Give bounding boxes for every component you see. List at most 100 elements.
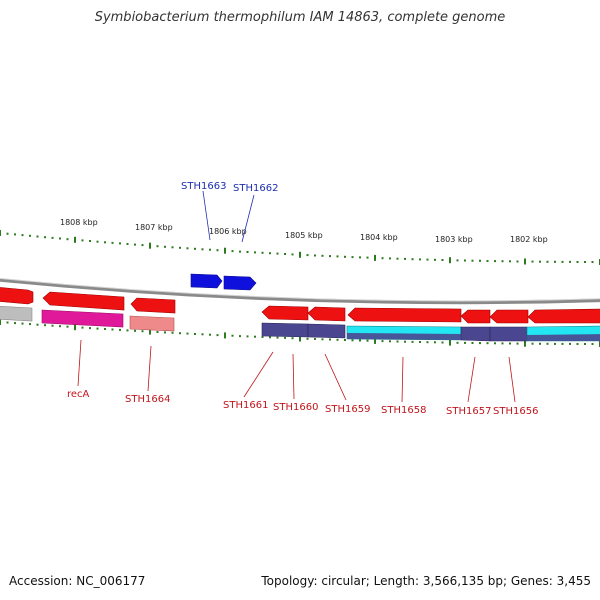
minor-tick [66,325,69,328]
minor-tick [6,321,9,324]
minor-tick [554,342,556,345]
minor-tick [269,252,271,255]
feature-block-sth1660 [307,323,346,339]
minor-tick [216,249,219,252]
minor-tick [411,258,414,261]
minor-tick [576,261,579,263]
minor-tick [434,341,436,344]
leader-line-sth1659 [324,353,347,401]
gene-label-sth1656[interactable]: STH1656 [493,406,538,417]
minor-tick [381,257,384,260]
leader-line-sth1658 [401,356,404,403]
gene-arrow-sth1658 [347,307,462,323]
minor-tick [546,260,549,263]
minor-tick [539,342,541,345]
kbp-label: 1805 kbp [285,231,323,240]
major-tick [224,247,226,254]
minor-tick [359,256,361,259]
gene-label-sth1660[interactable]: STH1660 [273,402,318,413]
minor-tick [314,254,316,257]
gene-label-sth1657[interactable]: STH1657 [446,406,491,417]
minor-tick [576,343,579,345]
feature-band-navy [347,333,461,340]
minor-tick [164,245,166,248]
minor-tick [254,251,256,254]
gene-label-sth1661[interactable]: STH1661 [223,400,268,411]
minor-tick [119,242,121,245]
minor-tick [186,332,189,335]
minor-tick [119,328,121,331]
minor-tick [21,234,24,237]
minor-tick [561,342,564,345]
minor-tick [156,245,159,248]
minor-tick [351,339,354,342]
feature-block-gray [0,305,33,322]
minor-tick [456,259,459,262]
genome-summary-label: Topology: circular; Length: 3,566,135 bp… [261,574,591,588]
gene-arrow-reca [42,291,125,311]
minor-tick [44,236,46,239]
minor-tick [441,341,444,344]
minor-tick [569,260,571,263]
minor-tick [516,342,519,345]
gene-label-sth1658[interactable]: STH1658 [381,405,426,416]
minor-tick [246,335,249,338]
minor-tick [89,327,91,330]
gene-label-reca[interactable]: recA [67,389,90,400]
minor-tick [209,248,211,251]
gene-label-sth1663[interactable]: STH1663 [181,181,226,192]
kbp-label: 1802 kbp [510,235,548,244]
minor-tick [389,257,391,260]
tick-track-top [0,230,600,265]
minor-tick [284,336,286,339]
minor-tick [111,241,114,244]
minor-tick [231,250,234,253]
minor-tick [29,323,31,326]
minor-tick [464,341,466,344]
kbp-label: 1806 kbp [209,227,247,236]
gene-label-sth1659[interactable]: STH1659 [325,404,370,415]
feature-block-reca [41,309,124,328]
minor-tick [29,234,31,237]
minor-tick [134,329,136,332]
minor-tick [261,336,264,338]
minor-tick [276,252,279,255]
minor-tick [134,243,136,246]
minor-tick [81,239,84,242]
genome-backbone [0,278,600,305]
minor-tick [516,260,519,263]
minor-tick [569,342,571,345]
minor-tick [404,340,406,343]
minor-tick [261,251,264,254]
major-tick [299,251,301,258]
minor-tick [104,241,106,244]
minor-tick [359,339,361,342]
gene-arrow-sth1662 [223,275,257,291]
minor-tick [164,331,166,334]
minor-tick [254,335,256,338]
minor-tick [584,261,586,263]
major-tick [74,324,76,331]
minor-tick [141,244,144,247]
minor-tick [419,341,421,343]
minor-tick [44,324,46,327]
gene-arrow-sth1657 [460,309,491,324]
minor-tick [351,256,354,259]
accession-label: Accession: NC_006177 [9,574,146,588]
minor-tick [51,236,54,239]
minor-tick [126,243,129,245]
gene-label-sth1664[interactable]: STH1664 [125,394,170,405]
minor-tick [554,260,556,263]
minor-tick [66,238,69,241]
minor-tick [486,342,489,345]
major-tick [0,230,1,236]
minor-tick [6,232,9,235]
minor-tick [404,257,406,260]
minor-tick [411,340,414,343]
minor-tick [456,341,459,344]
minor-tick [36,323,39,326]
minor-tick [329,338,331,341]
gene-label-sth1662[interactable]: STH1662 [233,183,278,194]
minor-tick [471,342,474,344]
kbp-label: 1804 kbp [360,233,398,242]
